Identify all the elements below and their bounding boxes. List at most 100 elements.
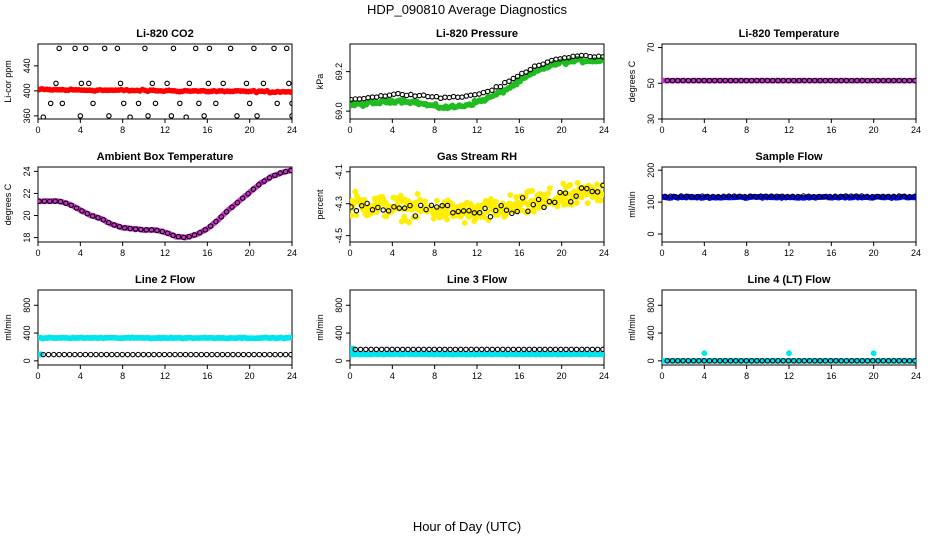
data-point [791, 358, 797, 364]
data-point [768, 193, 775, 199]
x-tick-label: 0 [35, 371, 40, 381]
data-point [743, 77, 750, 84]
data-point [594, 181, 600, 188]
y-tick-label: 0 [334, 358, 344, 363]
plot-frame [661, 166, 917, 243]
data-point [817, 77, 823, 84]
x-tick-label: 20 [557, 248, 567, 258]
data-point [191, 232, 198, 238]
data-point [738, 358, 744, 364]
data-point [906, 77, 913, 84]
x-tick-label: 12 [472, 248, 482, 258]
data-point [68, 202, 74, 209]
x-tick-label: 20 [245, 125, 255, 135]
data-point [701, 358, 707, 364]
data-point [124, 351, 131, 358]
data-point [600, 182, 604, 189]
x-tick-label: 20 [245, 248, 255, 258]
data-point [880, 77, 887, 84]
data-point [821, 193, 828, 200]
data-point [680, 77, 686, 84]
data-point [240, 351, 247, 358]
data-point [523, 69, 529, 75]
data-point [594, 189, 601, 195]
data-point [72, 351, 78, 358]
data-point [288, 167, 292, 174]
data-point [573, 199, 580, 206]
data-point [848, 193, 854, 199]
y-axis-label: ml/min [3, 314, 13, 341]
data-point [476, 209, 483, 216]
data-point [414, 191, 421, 197]
data-point [57, 198, 64, 205]
data-point [447, 346, 453, 353]
data-point [412, 93, 418, 99]
data-point [562, 190, 569, 196]
data-point [526, 346, 532, 353]
data-point [175, 234, 182, 240]
data-point [391, 91, 397, 97]
data-point [235, 351, 242, 358]
data-point [47, 198, 53, 204]
data-point [786, 350, 792, 357]
data-point [811, 193, 817, 200]
data-point [838, 77, 844, 84]
data-point [103, 351, 110, 358]
data-point [250, 186, 257, 192]
data-point [416, 92, 423, 99]
data-point [434, 197, 440, 204]
data-point [513, 194, 520, 200]
data-point [417, 196, 424, 203]
data-point [140, 351, 147, 358]
data-point [558, 346, 564, 353]
y-tick-label: 22 [22, 188, 32, 198]
data-point [696, 358, 702, 364]
data-point [468, 346, 474, 353]
data-point [378, 93, 384, 99]
data-point [573, 193, 579, 199]
data-point [394, 346, 401, 353]
data-point [521, 346, 527, 353]
plot-area [38, 167, 292, 241]
data-point [785, 358, 792, 364]
data-point [161, 351, 168, 358]
data-point [450, 93, 457, 100]
data-point [510, 346, 517, 353]
data-point [386, 92, 393, 98]
data-point [514, 208, 520, 215]
series-2 [701, 350, 877, 357]
data-point [239, 195, 246, 201]
x-tick-label: 24 [911, 248, 921, 258]
x-tick-label: 8 [432, 248, 437, 258]
data-point [72, 45, 78, 52]
data-point [510, 75, 517, 82]
data-point [350, 204, 354, 210]
data-point [145, 351, 152, 358]
data-point [587, 53, 593, 60]
data-point [479, 346, 485, 353]
y-tick-label: 400 [646, 326, 656, 341]
data-point [274, 100, 280, 107]
data-point [547, 346, 554, 353]
data-point [515, 346, 522, 353]
panel-2: Li-820 Pressure 0 4 8 12 16 20 24 69.0 69.2 kPa [315, 28, 609, 135]
data-point [251, 45, 257, 52]
data-point [89, 213, 96, 219]
data-point [769, 77, 776, 84]
data-point [525, 208, 531, 215]
x-tick-label: 0 [659, 248, 664, 258]
data-point [594, 346, 601, 353]
x-tick-label: 16 [202, 125, 212, 135]
data-point [816, 193, 823, 200]
x-tick-label: 4 [78, 125, 83, 135]
data-point [546, 185, 553, 192]
data-point [143, 227, 149, 233]
y-tick-label: 360 [22, 108, 32, 123]
series-2 [350, 182, 604, 220]
data-point [489, 87, 495, 94]
data-point [52, 198, 58, 204]
data-point [220, 80, 226, 87]
data-point [196, 100, 202, 107]
data-point [785, 77, 792, 84]
